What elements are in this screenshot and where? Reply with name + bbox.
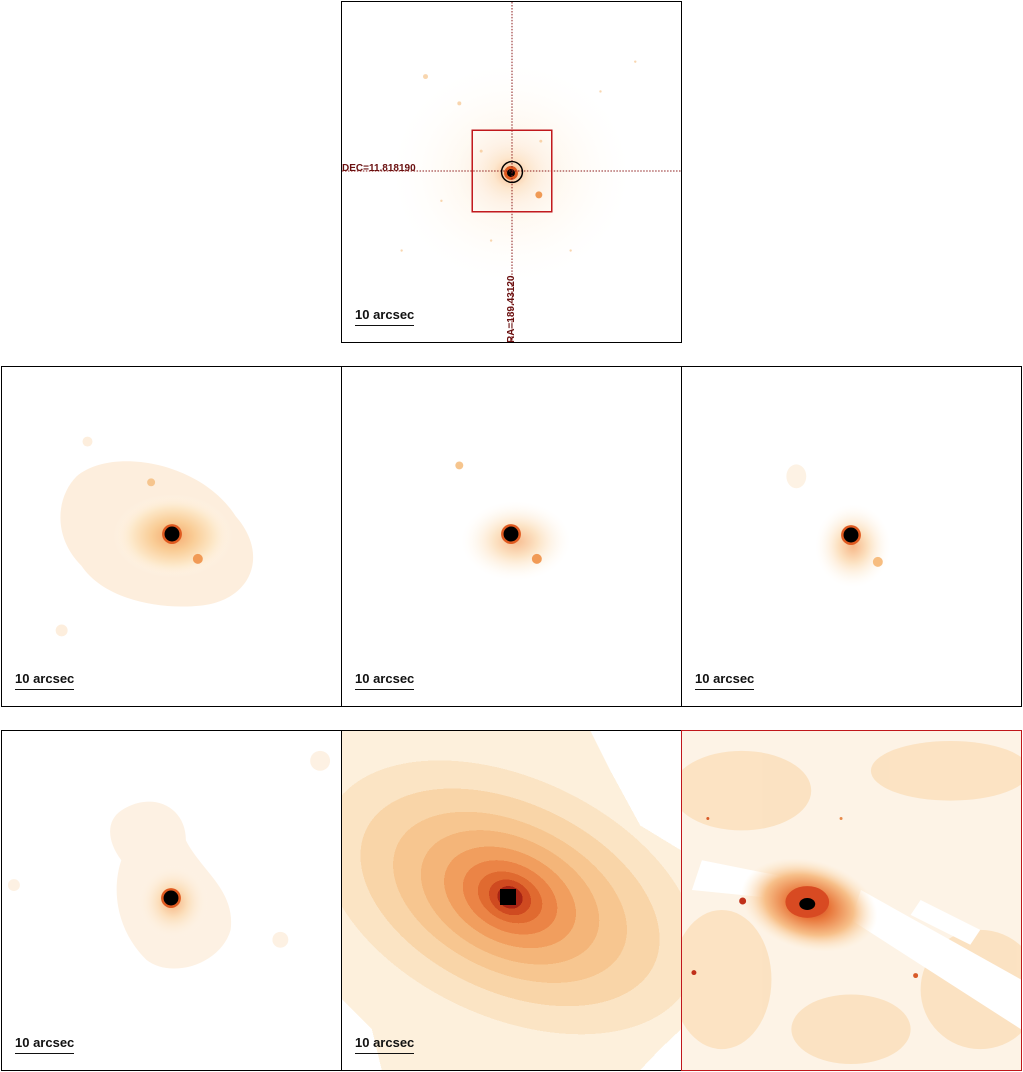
scale-bar-label: 10 arcsec [355,671,415,686]
bottom-right-image [682,731,1021,1070]
scale-bar: 10 arcsec [355,308,414,326]
bottom-center-panel: 10 arcsec [341,730,682,1071]
dec-coordinate-label: DEC=11.818190 [342,163,416,174]
scale-bar-line [695,689,754,690]
scale-bar: 10 arcsec [695,672,754,690]
scale-bar-line [355,325,414,326]
scale-bar-label: 10 arcsec [15,1035,75,1050]
top-reference-image [342,2,681,342]
middle-center-panel: 10 arcsec [341,366,682,707]
ra-coordinate-label: RA=189.43120 [506,275,517,343]
scale-bar-line [15,689,74,690]
top-reference-panel: DEC=11.818190 RA=189.43120 10 arcsec [341,1,682,343]
scale-bar-label: 10 arcsec [15,671,75,686]
bottom-center-image [342,731,681,1070]
bottom-left-panel: 10 arcsec [1,730,342,1071]
bottom-right-panel [681,730,1022,1071]
bottom-left-image [7,750,331,969]
middle-right-panel: 10 arcsec [681,366,1022,707]
middle-left-panel: 10 arcsec [1,366,342,707]
scale-bar-label: 10 arcsec [355,1035,415,1050]
scale-bar: 10 arcsec [355,672,414,690]
scale-bar-label: 10 arcsec [355,307,415,322]
scale-bar-line [355,689,414,690]
scale-bar-label: 10 arcsec [695,671,755,686]
middle-center-image [455,461,571,581]
scale-bar: 10 arcsec [15,1036,74,1054]
scale-bar: 10 arcsec [15,672,74,690]
middle-right-image [786,464,891,588]
scale-bar-line [15,1053,74,1054]
scale-bar: 10 arcsec [355,1036,414,1054]
scale-bar-line [355,1053,414,1054]
middle-left-image [55,436,254,637]
